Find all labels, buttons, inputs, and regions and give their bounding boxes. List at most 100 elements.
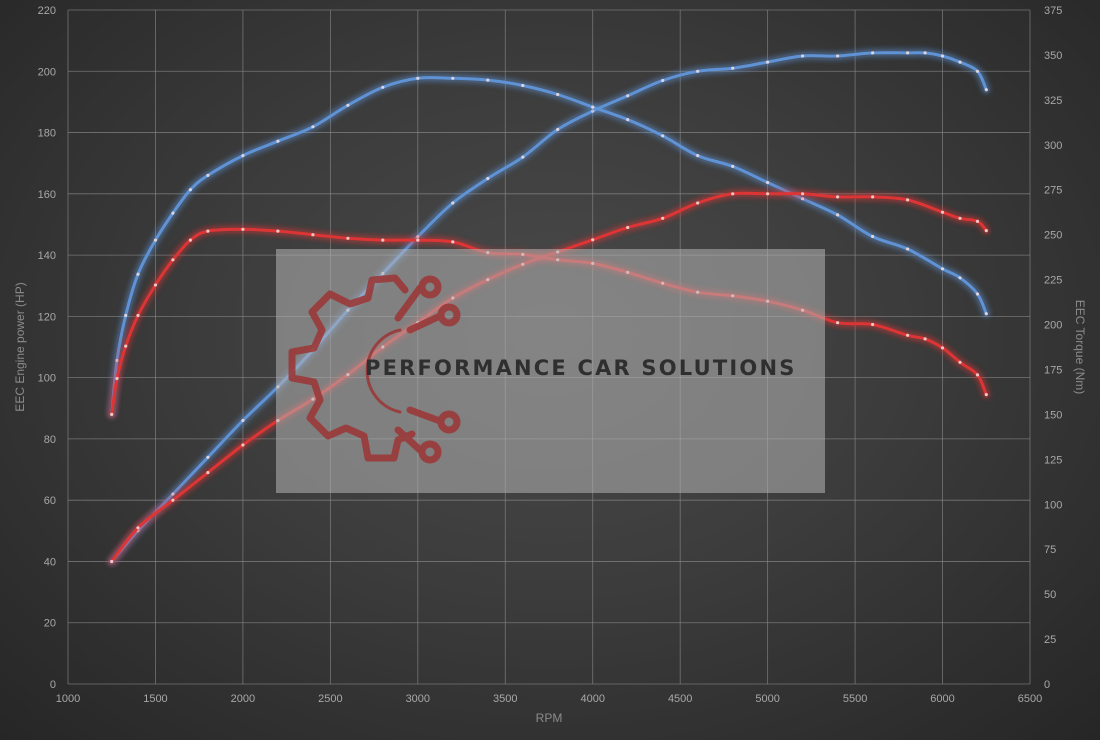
- data-point: [906, 247, 910, 251]
- y-left-tick-label: 220: [38, 5, 56, 17]
- data-point: [206, 455, 210, 459]
- data-point: [871, 195, 875, 199]
- data-point: [136, 526, 140, 530]
- data-point: [766, 180, 770, 185]
- y-right-tick-label: 150: [1044, 409, 1062, 421]
- data-point: [958, 360, 962, 364]
- data-point: [241, 418, 245, 423]
- data-point: [940, 267, 945, 271]
- data-point: [346, 236, 350, 240]
- data-point: [451, 240, 455, 244]
- data-point: [276, 139, 280, 143]
- data-point: [136, 272, 140, 276]
- data-point: [206, 471, 210, 475]
- x-tick-label: 1500: [143, 693, 167, 705]
- data-point: [206, 229, 210, 233]
- x-axis-title: RPM: [536, 711, 563, 725]
- data-point: [626, 225, 630, 230]
- x-tick-label: 6000: [930, 693, 954, 705]
- data-point: [416, 76, 420, 80]
- y-right-tick-label: 0: [1044, 679, 1050, 691]
- data-point: [975, 69, 980, 73]
- y-right-tick-label: 250: [1044, 230, 1062, 242]
- data-point: [115, 376, 119, 381]
- y-right-tick-label: 175: [1044, 364, 1062, 376]
- data-point: [906, 333, 910, 337]
- data-point: [276, 229, 280, 233]
- data-point: [984, 88, 988, 92]
- axes: 1000 1500 2000 2500 3000 3500 4000 4500 5000 5500…: [13, 5, 1087, 725]
- y-right-tick-label: 275: [1044, 185, 1062, 197]
- x-tick-label: 4500: [668, 693, 692, 705]
- data-point: [731, 192, 735, 196]
- x-tick-label: 3000: [406, 693, 430, 705]
- data-point: [984, 393, 988, 397]
- y-right-axis-title: EEC Torque (Nm): [1073, 300, 1087, 394]
- y-right-tick-label: 75: [1044, 544, 1056, 556]
- y-right-tick-label: 325: [1044, 95, 1062, 107]
- data-point: [731, 164, 735, 168]
- series-line: [110, 76, 988, 416]
- x-tick-label: 2000: [231, 693, 255, 705]
- x-tick-label: 1000: [56, 693, 80, 705]
- y-right-tick-label: 50: [1044, 589, 1056, 601]
- data-point: [975, 219, 980, 223]
- y-left-tick-label: 180: [38, 128, 56, 140]
- data-point: [801, 54, 805, 58]
- data-point: [346, 103, 350, 107]
- data-point: [661, 216, 665, 220]
- x-tick-label: 2500: [318, 693, 342, 705]
- y-right-tick-label: 125: [1044, 454, 1062, 466]
- x-tick-label: 3500: [493, 693, 517, 705]
- data-point: [836, 321, 840, 325]
- data-point: [958, 276, 962, 280]
- data-point: [241, 154, 245, 158]
- watermark-text: PERFORMANCE CAR SOLUTIONS: [365, 356, 797, 380]
- data-point: [626, 94, 630, 98]
- data-point: [171, 211, 175, 215]
- data-point: [556, 92, 560, 97]
- y-left-tick-label: 40: [44, 556, 56, 568]
- y-left-tick-label: 0: [50, 679, 56, 691]
- data-point: [188, 238, 192, 242]
- y-right-tick-label: 350: [1044, 50, 1062, 62]
- y-left-axis-title: EEC Engine power (HP): [13, 282, 27, 411]
- data-point: [241, 227, 245, 231]
- data-point: [984, 229, 988, 233]
- data-point: [591, 238, 595, 242]
- data-point: [940, 346, 945, 350]
- x-tick-label: 4000: [580, 693, 604, 705]
- data-point: [486, 78, 490, 82]
- y-right-tick-label: 100: [1044, 499, 1062, 511]
- data-point: [731, 66, 735, 70]
- data-point: [171, 498, 175, 502]
- data-point: [984, 312, 988, 316]
- data-point: [696, 201, 700, 205]
- data-point: [124, 344, 128, 348]
- data-point: [871, 51, 875, 55]
- data-point: [521, 155, 525, 159]
- data-point: [766, 192, 770, 196]
- y-right-tick-label: 200: [1044, 320, 1062, 332]
- y-right-tick-label: 375: [1044, 5, 1062, 17]
- data-point: [124, 313, 128, 318]
- data-point: [556, 127, 560, 132]
- data-point: [188, 188, 192, 192]
- series-right-1: [108, 74, 990, 418]
- x-tick-label: 5000: [755, 693, 779, 705]
- data-point: [801, 197, 805, 201]
- data-point: [801, 192, 805, 196]
- y-right-tick-label: 300: [1044, 140, 1062, 152]
- data-point: [906, 51, 910, 55]
- y-left-tick-label: 60: [44, 495, 56, 507]
- data-point: [975, 373, 980, 377]
- y-left-tick-label: 80: [44, 434, 56, 446]
- data-point: [381, 85, 385, 89]
- y-left-tick-label: 100: [38, 373, 56, 385]
- y-right-tick-label: 25: [1044, 634, 1056, 646]
- data-point: [661, 78, 665, 83]
- data-point: [696, 69, 700, 73]
- data-point: [923, 337, 927, 341]
- data-point: [591, 105, 595, 109]
